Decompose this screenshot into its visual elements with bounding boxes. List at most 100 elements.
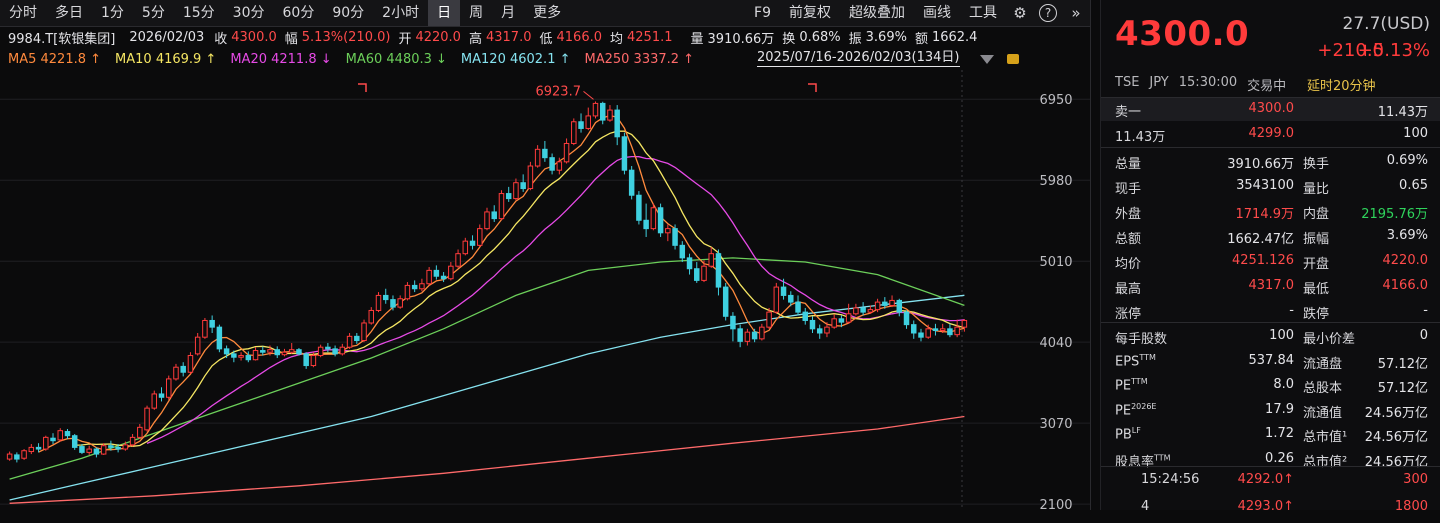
expand-icon[interactable]: » [1071,4,1081,22]
period-tab-1[interactable]: 多日 [55,5,83,21]
candle-body [303,353,309,367]
candlestick-chart[interactable]: 6950 5980 5010 4040 3070 2100 6923.7 [0,70,1090,510]
quote-info-bar: 9984.T[软银集团] 2026/02/03 收 4300.0 幅 5.13%… [0,26,1090,48]
candle-body [679,244,686,259]
tick-price: 4292.0↑ [1237,472,1294,487]
fund-label: 股息率TTM [1115,451,1171,469]
candle-body [216,326,223,350]
help-icon[interactable]: ? [1039,4,1057,22]
candle-body [643,219,649,230]
toolbar-button-0[interactable]: F9 [754,5,771,21]
ma-legend-1[interactable]: MA10 4169.9 ↑ [115,51,217,67]
amt-label: 额 [914,31,928,47]
candle-body [788,294,794,303]
candle-body [462,240,469,255]
candle-body [231,353,237,358]
sell1-row[interactable]: 卖一 4300.0 11.43万 [1101,101,1440,125]
toolbar-button-4[interactable]: 工具 [969,5,997,21]
ma-legend-4[interactable]: MA120 4602.1 ↑ [460,51,571,67]
period-tab-12[interactable]: 更多 [533,5,562,21]
ma-legend-0[interactable]: MA5 4221.8 ↑ [8,51,102,67]
toolbar-button-3[interactable]: 画线 [923,5,951,21]
buy-row[interactable]: 11.43万 4299.0 100 [1101,126,1440,150]
period-tab-7[interactable]: 90分 [332,5,365,21]
period-tab-4[interactable]: 15分 [182,5,215,21]
help-button[interactable]: ? [1034,0,1062,26]
candle-body [744,331,751,342]
period-tab-5[interactable]: 30分 [232,5,265,21]
period-tab-3[interactable]: 5分 [141,5,165,21]
ma20-line [146,155,965,445]
toolbar-button-2[interactable]: 超级叠加 [849,5,905,21]
lock-icon[interactable] [1007,54,1019,64]
candle-body [932,328,939,331]
candle-body [93,448,100,455]
candle-body [498,193,505,220]
candle-body [628,169,635,196]
candle-body [766,311,772,328]
gear-icon[interactable]: ⚙ [1013,4,1027,22]
stat-label: 最低 [1303,282,1330,297]
market-info: TSE JPY 15:30:00 交易中 [1115,75,1286,94]
stat-row: 总额 1662.47亿 振幅 3.69% [1101,228,1440,252]
amt-value: 1662.4 [931,29,978,45]
period-tab-0[interactable]: 分时 [9,5,37,21]
candle-body [115,446,121,450]
swing-label: 振 [848,31,862,47]
fund-label-text: 每手股数 [1115,332,1168,347]
candle-body [173,366,179,380]
price-change-pct: +5.13% [1357,40,1430,61]
candle-body [715,253,722,288]
ma-legend-2[interactable]: MA20 4211.8 ↓ [230,51,332,67]
candle-body [187,355,194,373]
stat-value: 2195.76万 [1361,207,1428,222]
candle-body [6,453,13,460]
candle-body [505,193,512,200]
candle-body [368,309,375,324]
candle-body [57,430,63,441]
period-tab-6[interactable]: 60分 [282,5,315,21]
fund-label: 总股本 [1303,381,1343,396]
candle-body [759,326,765,340]
candle-body [556,161,563,171]
candle-body [665,228,671,234]
candle-body [288,349,295,353]
stat-label: 总量 [1115,157,1142,172]
y-tick-label: 4040 [1039,336,1072,351]
fund-label: 总市值¹ [1303,430,1348,445]
candle-body [903,311,910,326]
period-tab-2[interactable]: 1分 [101,5,124,21]
range-dropdown-icon[interactable] [980,55,994,64]
candle-body [100,445,107,455]
period-tab-9[interactable]: 日 [428,0,461,26]
period-tab-8[interactable]: 2小时 [382,5,420,21]
open-label: 开 [398,31,412,47]
toolbar-button-1[interactable]: 前复权 [789,5,831,21]
tick-volume: 300 [1403,472,1428,487]
divider [1101,466,1440,467]
stat-value: - [1423,303,1428,318]
candle-body [35,446,42,450]
fund-value: 24.56万亿 [1364,454,1428,470]
ma-legend-3[interactable]: MA60 4480.3 ↓ [345,51,447,67]
fund-value: 100 [1269,328,1294,343]
candle-body [599,102,606,121]
period-tab-11[interactable]: 月 [501,5,516,21]
peak-arrow [583,91,594,100]
stat-value: 1714.9万 [1235,207,1295,222]
candle-body [896,299,903,313]
ma-legend-5[interactable]: MA250 3337.2 ↑ [584,51,695,67]
stat-value: 3910.66万 [1227,157,1294,172]
stat-value: 0.69% [1386,153,1428,168]
divider [1101,322,1440,323]
stat-value: 4166.0 [1382,278,1429,293]
candle-body [607,109,613,121]
fund-label-text: EPS [1115,353,1140,369]
period-tab-10[interactable]: 周 [469,5,484,21]
date-range[interactable]: 2025/07/16-2026/02/03(134日) [757,50,960,67]
candle-body [795,301,801,313]
corner-mark [358,83,367,92]
turn-label: 换 [782,31,796,47]
stat-value: 4251.126 [1231,253,1294,268]
candle-body [346,335,353,348]
